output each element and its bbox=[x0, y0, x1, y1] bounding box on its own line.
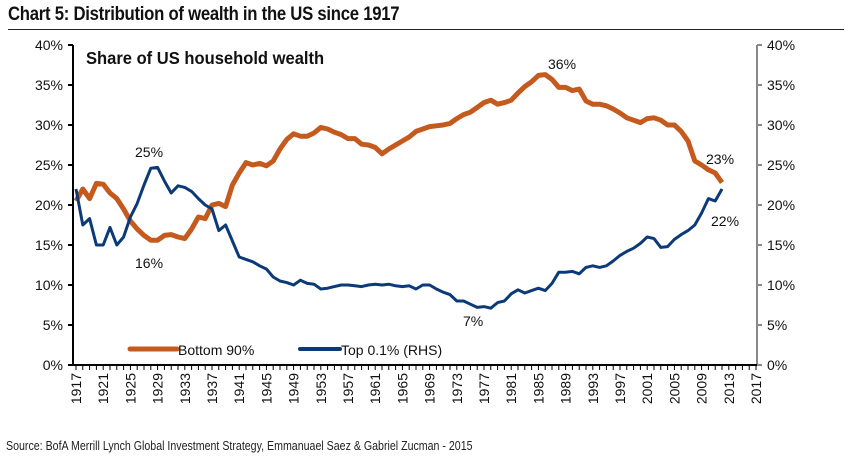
x-tick-label: 2009 bbox=[694, 373, 710, 404]
left-y-tick-label: 30% bbox=[35, 117, 63, 133]
x-tick-label: 1973 bbox=[449, 373, 465, 404]
x-tick-label: 1977 bbox=[476, 373, 492, 404]
series-line-bottom-90 bbox=[73, 72, 725, 243]
x-tick-label: 1925 bbox=[122, 373, 138, 404]
right-y-tick-label: 20% bbox=[767, 197, 795, 213]
left-y-tick-label: 15% bbox=[35, 237, 63, 253]
x-tick-label: 1985 bbox=[530, 373, 546, 404]
left-y-tick-label: 0% bbox=[43, 357, 63, 373]
x-tick-label: 1961 bbox=[367, 373, 383, 404]
x-tick-label: 1945 bbox=[258, 373, 274, 404]
x-tick-label: 1969 bbox=[422, 373, 438, 404]
chart-title: Chart 5: Distribution of wealth in the U… bbox=[8, 4, 400, 25]
x-tick-label: 2013 bbox=[721, 373, 737, 404]
x-tick-label: 1937 bbox=[204, 373, 220, 404]
x-tick-label: 2001 bbox=[639, 373, 655, 404]
x-tick-label: 1929 bbox=[150, 373, 166, 404]
x-tick-label: 2017 bbox=[748, 373, 764, 404]
annotation-low-bottom: 16% bbox=[135, 255, 163, 271]
annotation-end-top: 22% bbox=[711, 213, 739, 229]
right-y-tick-label: 25% bbox=[767, 157, 795, 173]
right-y-tick-label: 40% bbox=[767, 37, 795, 53]
x-tick-label: 2005 bbox=[666, 373, 682, 404]
legend-label-top-0-1: Top 0.1% (RHS) bbox=[341, 342, 442, 358]
right-y-tick-label: 30% bbox=[767, 117, 795, 133]
x-tick-label: 1917 bbox=[68, 373, 84, 404]
x-tick-label: 1957 bbox=[340, 373, 356, 404]
annotation-end-bottom: 23% bbox=[706, 151, 734, 167]
title-divider bbox=[8, 29, 844, 30]
x-tick-label: 1993 bbox=[585, 373, 601, 404]
x-tick-label: 1941 bbox=[231, 373, 247, 404]
right-y-tick-label: 35% bbox=[767, 77, 795, 93]
left-y-tick-label: 20% bbox=[35, 197, 63, 213]
x-tick-label: 1997 bbox=[612, 373, 628, 404]
chart-subtitle: Share of US household wealth bbox=[86, 47, 324, 68]
x-tick-label: 1921 bbox=[95, 373, 111, 404]
right-y-tick-label: 15% bbox=[767, 237, 795, 253]
series-line-top-0-1 bbox=[74, 165, 724, 310]
annotation-peak-bottom: 36% bbox=[548, 56, 576, 72]
annotation-low-top: 7% bbox=[463, 313, 483, 329]
left-y-tick-label: 40% bbox=[35, 37, 63, 53]
left-y-tick-label: 10% bbox=[35, 277, 63, 293]
x-tick-label: 1949 bbox=[286, 373, 302, 404]
annotation-peak-top: 25% bbox=[135, 144, 163, 160]
left-y-tick-label: 35% bbox=[35, 77, 63, 93]
right-y-tick-label: 5% bbox=[767, 317, 787, 333]
x-tick-label: 1953 bbox=[313, 373, 329, 404]
source-note: Source: BofA Merrill Lynch Global Invest… bbox=[6, 439, 473, 453]
left-y-tick-label: 5% bbox=[43, 317, 63, 333]
x-tick-label: 1965 bbox=[394, 373, 410, 404]
left-y-tick-label: 25% bbox=[35, 157, 63, 173]
legend: Bottom 90% Top 0.1% (RHS) bbox=[127, 342, 442, 358]
x-tick-label: 1981 bbox=[503, 373, 519, 404]
x-tick-label: 1933 bbox=[177, 373, 193, 404]
legend-label-bottom-90: Bottom 90% bbox=[178, 342, 254, 358]
x-tick-label: 1989 bbox=[558, 373, 574, 404]
right-y-tick-label: 10% bbox=[767, 277, 795, 293]
right-y-tick-label: 0% bbox=[767, 357, 787, 373]
